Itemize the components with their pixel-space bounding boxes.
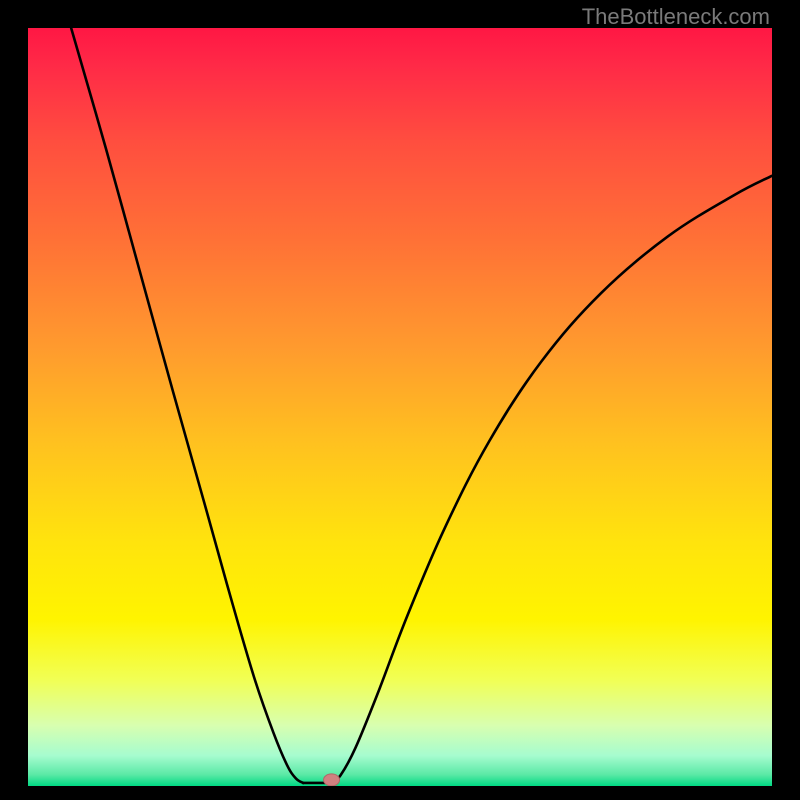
plot-container <box>28 28 772 786</box>
watermark-text: TheBottleneck.com <box>582 4 770 30</box>
chart-background <box>28 28 772 786</box>
chart-svg <box>28 28 772 786</box>
min-marker <box>324 774 340 786</box>
